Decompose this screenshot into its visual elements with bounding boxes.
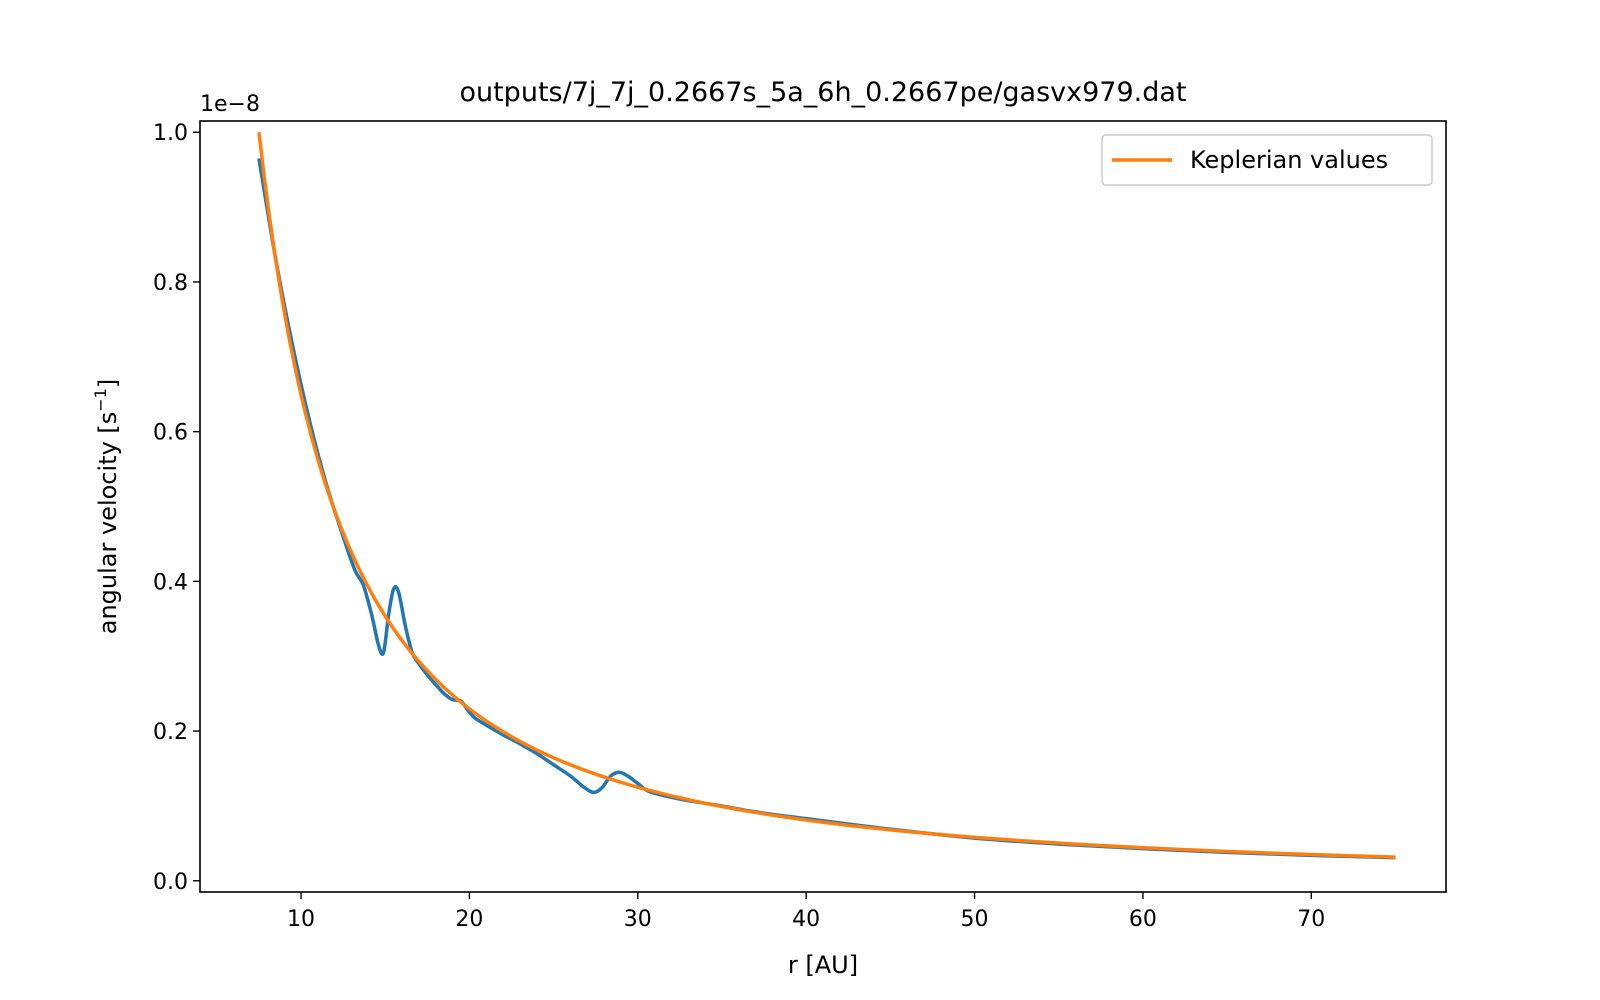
y-tick-label: 0.8 <box>153 271 188 296</box>
x-tick-label: 60 <box>1129 907 1157 932</box>
legend-box <box>1101 134 1433 186</box>
x-tick-label: 50 <box>961 907 989 932</box>
series-layer <box>257 132 1396 860</box>
y-tick-label: 1.0 <box>153 121 188 146</box>
x-axis-label: r [AU] <box>788 951 858 979</box>
plot-area-frame <box>199 120 1447 893</box>
y-axis-label: angular velocity [s−1] <box>91 379 122 635</box>
y-axis-ticks: 0.0 0.2 0.4 0.6 0.8 1.0 <box>153 121 200 895</box>
x-tick-label: 70 <box>1297 907 1325 932</box>
x-tick-label: 20 <box>455 907 483 932</box>
series-line-keplerian <box>257 132 1396 859</box>
legend-label-keplerian: Keplerian values <box>1190 146 1388 174</box>
chart-title: outputs/7j_7j_0.2667s_5a_6h_0.2667pe/gas… <box>459 77 1186 108</box>
y-tick-label: 0.0 <box>153 870 188 895</box>
x-tick-label: 40 <box>792 907 820 932</box>
x-tick-label: 30 <box>624 907 652 932</box>
x-tick-label: 10 <box>287 907 315 932</box>
legend: Keplerian values <box>1101 134 1433 186</box>
y-axis-label-text: angular velocity [s <box>94 412 122 635</box>
x-axis-ticks: 10 20 30 40 50 60 70 <box>287 892 1325 932</box>
y-tick-label: 0.6 <box>153 421 188 446</box>
y-axis-offset-label: 1e−8 <box>200 92 260 117</box>
y-tick-label: 0.4 <box>153 570 188 595</box>
y-tick-label: 0.2 <box>153 720 188 745</box>
y-axis-label-exponent: −1 <box>91 388 110 412</box>
y-axis-label-close: ] <box>94 379 122 388</box>
